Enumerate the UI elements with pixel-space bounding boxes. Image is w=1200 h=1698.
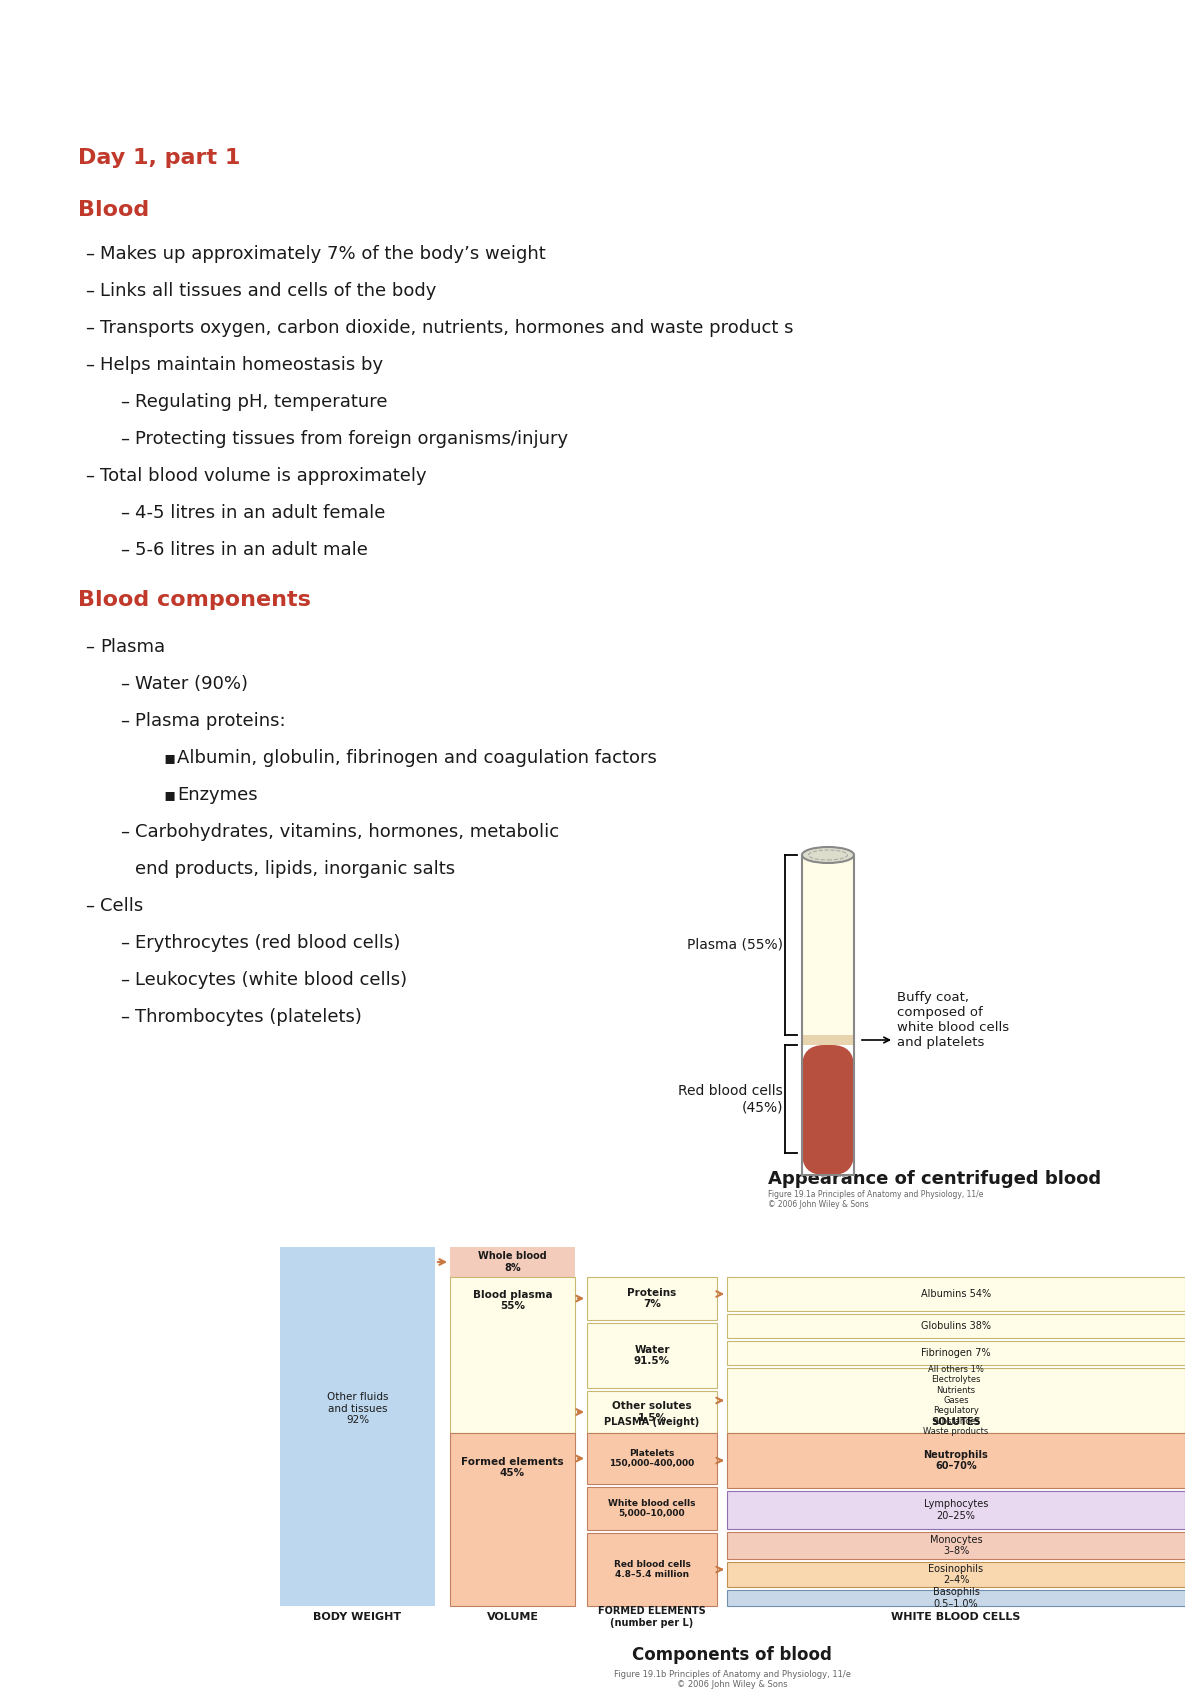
Text: –: – xyxy=(85,319,94,336)
Ellipse shape xyxy=(802,847,854,863)
Text: All others 1%
Electrolytes
Nutrients
Gases
Regulatory
substances
Waste products: All others 1% Electrolytes Nutrients Gas… xyxy=(923,1365,989,1437)
Bar xyxy=(727,1562,1186,1588)
Text: Water (90%): Water (90%) xyxy=(134,676,248,693)
FancyBboxPatch shape xyxy=(802,1044,854,1175)
Text: Makes up approximately 7% of the body’s weight: Makes up approximately 7% of the body’s … xyxy=(100,245,546,263)
Text: 4-5 litres in an adult female: 4-5 litres in an adult female xyxy=(134,504,385,521)
Text: Albumins 54%: Albumins 54% xyxy=(920,1289,991,1299)
Bar xyxy=(727,1341,1186,1365)
Text: Plasma proteins:: Plasma proteins: xyxy=(134,711,286,730)
Text: –: – xyxy=(120,676,130,693)
Text: –: – xyxy=(120,504,130,521)
Text: Appearance of centrifuged blood: Appearance of centrifuged blood xyxy=(768,1170,1102,1189)
Text: VOLUME: VOLUME xyxy=(486,1611,539,1622)
Text: Cells: Cells xyxy=(100,897,143,915)
Text: ▪: ▪ xyxy=(163,749,175,767)
Bar xyxy=(587,1433,718,1484)
Text: Enzymes: Enzymes xyxy=(178,786,258,803)
Bar xyxy=(587,1323,718,1387)
Text: Transports oxygen, carbon dioxide, nutrients, hormones and waste product s: Transports oxygen, carbon dioxide, nutri… xyxy=(100,319,793,336)
Text: Proteins
7%: Proteins 7% xyxy=(628,1287,677,1309)
Text: Components of blood: Components of blood xyxy=(632,1645,832,1664)
Bar xyxy=(587,1533,718,1606)
Text: Protecting tissues from foreign organisms/injury: Protecting tissues from foreign organism… xyxy=(134,430,568,448)
Text: –: – xyxy=(120,430,130,448)
Text: –: – xyxy=(120,1009,130,1026)
Bar xyxy=(727,1433,1186,1487)
Text: Whole blood
8%: Whole blood 8% xyxy=(478,1251,547,1274)
Text: FORMED ELEMENTS
(number per L): FORMED ELEMENTS (number per L) xyxy=(598,1606,706,1628)
Text: –: – xyxy=(85,467,94,486)
Text: Globulins 38%: Globulins 38% xyxy=(922,1321,991,1331)
Text: Blood: Blood xyxy=(78,200,149,221)
Bar xyxy=(587,1487,718,1530)
Text: Neutrophils
60–70%: Neutrophils 60–70% xyxy=(924,1450,989,1470)
Text: WHITE BLOOD CELLS: WHITE BLOOD CELLS xyxy=(892,1611,1021,1622)
Text: –: – xyxy=(85,897,94,915)
Bar xyxy=(727,1369,1186,1433)
Text: Figure 19.1a Principles of Anatomy and Physiology, 11/e
© 2006 John Wiley & Sons: Figure 19.1a Principles of Anatomy and P… xyxy=(768,1190,983,1209)
Bar xyxy=(727,1532,1186,1559)
Text: Basophils
0.5–1.0%: Basophils 0.5–1.0% xyxy=(932,1588,979,1608)
Bar xyxy=(802,856,854,1036)
Text: –: – xyxy=(120,392,130,411)
Text: –: – xyxy=(85,357,94,374)
Text: –: – xyxy=(85,638,94,655)
Text: White blood cells
5,000–10,000: White blood cells 5,000–10,000 xyxy=(608,1499,696,1518)
Bar xyxy=(280,1246,436,1606)
Text: Fibrinogen 7%: Fibrinogen 7% xyxy=(922,1348,991,1358)
Bar xyxy=(727,1491,1186,1528)
Text: Albumin, globulin, fibrinogen and coagulation factors: Albumin, globulin, fibrinogen and coagul… xyxy=(178,749,656,767)
Text: Helps maintain homeostasis by: Helps maintain homeostasis by xyxy=(100,357,383,374)
Text: Red blood cells
4.8–5.4 million: Red blood cells 4.8–5.4 million xyxy=(613,1560,690,1579)
Text: Thrombocytes (platelets): Thrombocytes (platelets) xyxy=(134,1009,362,1026)
Text: Buffy coat,
composed of
white blood cells
and platelets: Buffy coat, composed of white blood cell… xyxy=(898,992,1009,1049)
Text: Monocytes
3–8%: Monocytes 3–8% xyxy=(930,1535,983,1557)
Text: –: – xyxy=(120,971,130,988)
Text: –: – xyxy=(85,245,94,263)
Text: –: – xyxy=(120,711,130,730)
Bar xyxy=(727,1314,1186,1338)
Text: Figure 19.1b Principles of Anatomy and Physiology, 11/e
© 2006 John Wiley & Sons: Figure 19.1b Principles of Anatomy and P… xyxy=(613,1671,851,1690)
Text: Platelets
150,000–400,000: Platelets 150,000–400,000 xyxy=(610,1448,695,1469)
Text: –: – xyxy=(120,824,130,841)
Bar xyxy=(587,1391,718,1433)
Text: Plasma (55%): Plasma (55%) xyxy=(686,937,784,953)
Text: Blood plasma
55%: Blood plasma 55% xyxy=(473,1289,552,1311)
Text: Formed elements
45%: Formed elements 45% xyxy=(461,1457,564,1479)
Text: Other solutes
1.5%: Other solutes 1.5% xyxy=(612,1401,692,1423)
Text: –: – xyxy=(120,542,130,559)
Text: Day 1, part 1: Day 1, part 1 xyxy=(78,148,240,168)
Text: 5-6 litres in an adult male: 5-6 litres in an adult male xyxy=(134,542,368,559)
Text: Total blood volume is approximately: Total blood volume is approximately xyxy=(100,467,427,486)
Bar xyxy=(450,1246,575,1277)
Bar xyxy=(727,1277,1186,1311)
Bar xyxy=(802,1036,854,1044)
Text: Erythrocytes (red blood cells): Erythrocytes (red blood cells) xyxy=(134,934,401,953)
Text: Carbohydrates, vitamins, hormones, metabolic: Carbohydrates, vitamins, hormones, metab… xyxy=(134,824,559,841)
Text: BODY WEIGHT: BODY WEIGHT xyxy=(313,1611,402,1622)
Text: Blood components: Blood components xyxy=(78,589,311,610)
Text: Links all tissues and cells of the body: Links all tissues and cells of the body xyxy=(100,282,437,301)
Text: PLASMA (weight): PLASMA (weight) xyxy=(605,1418,700,1426)
Text: Red blood cells
(45%): Red blood cells (45%) xyxy=(678,1083,784,1114)
Bar xyxy=(450,1433,575,1606)
Text: Other fluids
and tissues
92%: Other fluids and tissues 92% xyxy=(326,1392,389,1425)
Bar xyxy=(450,1277,575,1433)
Text: Water
91.5%: Water 91.5% xyxy=(634,1345,670,1367)
Text: Leukocytes (white blood cells): Leukocytes (white blood cells) xyxy=(134,971,407,988)
Text: SOLUTES: SOLUTES xyxy=(931,1418,980,1426)
Text: ▪: ▪ xyxy=(163,786,175,803)
Bar xyxy=(727,1589,1186,1606)
Text: Regulating pH, temperature: Regulating pH, temperature xyxy=(134,392,388,411)
Bar xyxy=(587,1277,718,1319)
Text: end products, lipids, inorganic salts: end products, lipids, inorganic salts xyxy=(134,859,455,878)
Text: Eosinophils
2–4%: Eosinophils 2–4% xyxy=(929,1564,984,1586)
Text: –: – xyxy=(85,282,94,301)
Bar xyxy=(802,856,854,1175)
Text: Lymphocytes
20–25%: Lymphocytes 20–25% xyxy=(924,1499,988,1521)
Text: Plasma: Plasma xyxy=(100,638,166,655)
Text: –: – xyxy=(120,934,130,953)
